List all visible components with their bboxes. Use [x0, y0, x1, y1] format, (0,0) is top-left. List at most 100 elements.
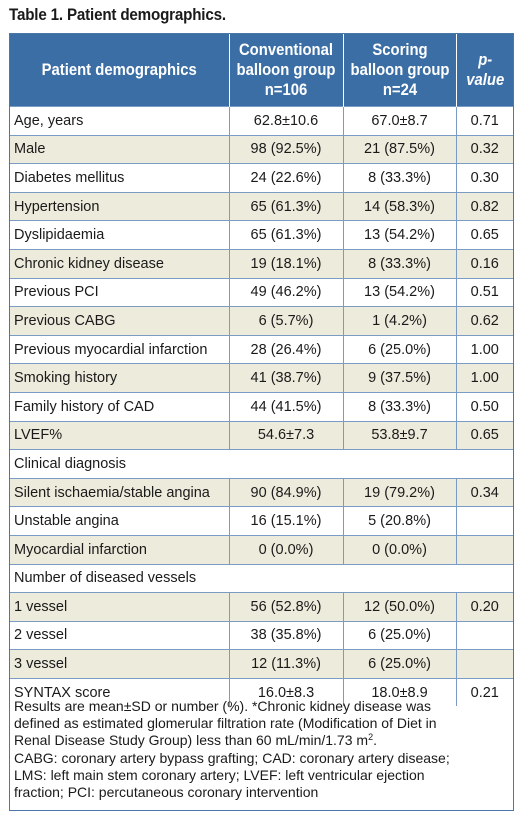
scoring-value: 6 (25.0%) [342, 620, 456, 650]
row-label: LVEF% [10, 420, 229, 450]
row-label: Hypertension [10, 191, 229, 221]
p-value: 0.34 [455, 477, 513, 507]
footnote-line: Renal Disease Study Group) less than 60 … [14, 732, 377, 749]
table-row: LVEF% 54.6±7.3 53.8±9.7 0.65 [10, 420, 513, 450]
table-row: Age, years 62.8±10.6 67.0±8.7 0.71 [10, 106, 513, 136]
header-patient-demographics: Patient demographics [10, 34, 229, 107]
footnote-line: CABG: coronary artery bypass grafting; C… [14, 749, 450, 766]
conventional-value: 28 (26.4%) [228, 334, 343, 364]
table-row: Chronic kidney disease 19 (18.1%) 8 (33.3%… [10, 248, 513, 279]
section-row: Number of diseased vessels [10, 563, 513, 593]
p-value: 0.20 [455, 592, 513, 622]
scoring-value: 8 (33.3%) [342, 163, 456, 193]
scoring-value: 19 (79.2%) [342, 477, 456, 507]
header-conventional-group: Conventional balloon group n=106 [228, 34, 343, 107]
p-value [455, 649, 513, 679]
section-label: Clinical diagnosis [10, 449, 513, 479]
table-row: Previous CABG 6 (5.7%) 1 (4.2%) 0.62 [10, 306, 513, 336]
table-row: Myocardial infarction 0 (0.0%) 0 (0.0%) [10, 534, 513, 564]
demographics-table: Patient demographics Conventional balloo… [10, 34, 513, 707]
conventional-value: 44 (41.5%) [228, 391, 343, 422]
footnote-line: defined as estimated glomerular filtrati… [14, 715, 437, 732]
header-scoring-group: Scoring balloon group n=24 [342, 34, 456, 107]
table-footnote: Results are mean±SD or number (%). *Chro… [14, 698, 509, 801]
scoring-value: 67.0±8.7 [342, 106, 456, 136]
section-label: Number of diseased vessels [10, 563, 513, 593]
conventional-value: 49 (46.2%) [228, 277, 343, 307]
row-label: Previous myocardial infarction [10, 334, 229, 364]
p-value: 0.71 [455, 106, 513, 136]
row-label: Chronic kidney disease [10, 248, 229, 279]
scoring-value: 0 (0.0%) [342, 534, 456, 564]
table-row: 1 vessel 56 (52.8%) 12 (50.0%) 0.20 [10, 592, 513, 622]
table-row: Previous PCI 49 (46.2%) 13 (54.2%) 0.51 [10, 277, 513, 307]
row-label: Male [10, 134, 229, 164]
p-value: 0.50 [455, 391, 513, 422]
p-value: 0.82 [455, 191, 513, 221]
conventional-value: 16.0±8.3 [228, 677, 343, 707]
footnote-line: Results are mean±SD or number (%). *Chro… [14, 698, 431, 714]
table-row: Unstable angina 16 (15.1%) 5 (20.8%) [10, 506, 513, 536]
p-value: 0.62 [455, 306, 513, 336]
conventional-value: 90 (84.9%) [228, 477, 343, 507]
conventional-value: 65 (61.3%) [228, 191, 343, 221]
p-value: 0.51 [455, 277, 513, 307]
conventional-value: 19 (18.1%) [228, 248, 343, 279]
conventional-value: 62.8±10.6 [228, 106, 343, 136]
footnote-line: fraction; PCI: percutaneous coronary int… [14, 784, 319, 801]
p-value: 0.65 [455, 420, 513, 450]
row-label: Previous CABG [10, 306, 229, 336]
row-label: Silent ischaemia/stable angina [10, 477, 229, 507]
conventional-value: 56 (52.8%) [228, 592, 343, 622]
table-row: Male 98 (92.5%) 21 (87.5%) 0.32 [10, 134, 513, 164]
scoring-value: 14 (58.3%) [342, 191, 456, 221]
conventional-value: 54.6±7.3 [228, 420, 343, 450]
p-value: 0.16 [455, 248, 513, 279]
p-value: 0.30 [455, 163, 513, 193]
scoring-value: 13 (54.2%) [342, 220, 456, 250]
row-label: Age, years [10, 106, 229, 136]
table-row: Family history of CAD 44 (41.5%) 8 (33.3%)… [10, 391, 513, 422]
scoring-value: 12 (50.0%) [342, 592, 456, 622]
row-label: 3 vessel [10, 649, 229, 679]
row-label: SYNTAX score [10, 677, 229, 707]
row-label: Unstable angina [10, 506, 229, 536]
p-value: 1.00 [455, 363, 513, 393]
table-row: Diabetes mellitus 24 (22.6%) 8 (33.3%) 0.30 [10, 163, 513, 193]
conventional-value: 6 (5.7%) [228, 306, 343, 336]
scoring-value: 18.0±8.9 [342, 677, 456, 707]
scoring-value: 8 (33.3%) [342, 248, 456, 279]
table-row: Hypertension 65 (61.3%) 14 (58.3%) 0.82 [10, 191, 513, 221]
table-row: 2 vessel 38 (35.8%) 6 (25.0%) [10, 620, 513, 650]
scoring-value: 53.8±9.7 [342, 420, 456, 450]
section-row: Clinical diagnosis [10, 449, 513, 479]
row-label: Smoking history [10, 363, 229, 393]
row-label: Previous PCI [10, 277, 229, 307]
row-label: Family history of CAD [10, 391, 229, 422]
scoring-value: 6 (25.0%) [342, 649, 456, 679]
table-row: Previous myocardial infarction 28 (26.4%)… [10, 334, 513, 364]
p-value: 0.21 [455, 677, 513, 707]
p-value [455, 620, 513, 650]
p-value: 0.65 [455, 220, 513, 250]
row-label: 2 vessel [10, 620, 229, 650]
header-row: Patient demographics Conventional balloo… [10, 34, 513, 107]
conventional-value: 38 (35.8%) [228, 620, 343, 650]
scoring-value: 9 (37.5%) [342, 363, 456, 393]
table-row: Silent ischaemia/stable angina 90 (84.9%)… [10, 477, 513, 507]
scoring-value: 8 (33.3%) [342, 391, 456, 422]
table-row: 3 vessel 12 (11.3%) 6 (25.0%) [10, 649, 513, 679]
row-label: Dyslipidaemia [10, 220, 229, 250]
conventional-value: 12 (11.3%) [228, 649, 343, 679]
row-label: Diabetes mellitus [10, 163, 229, 193]
scoring-value: 1 (4.2%) [342, 306, 456, 336]
p-value: 0.32 [455, 134, 513, 164]
p-value [455, 534, 513, 564]
row-label: 1 vessel [10, 592, 229, 622]
conventional-value: 65 (61.3%) [228, 220, 343, 250]
p-value [455, 506, 513, 536]
scoring-value: 6 (25.0%) [342, 334, 456, 364]
header-p-value: p-value [455, 34, 513, 107]
conventional-value: 41 (38.7%) [228, 363, 343, 393]
conventional-value: 24 (22.6%) [228, 163, 343, 193]
